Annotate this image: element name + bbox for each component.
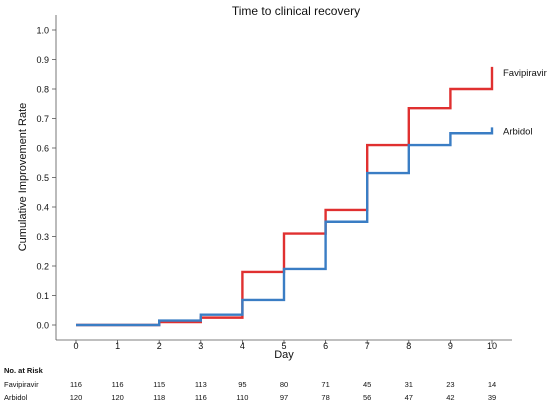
risk-cell: 80: [280, 380, 288, 389]
x-tick-label: 4: [240, 341, 245, 351]
x-tick-label: 6: [323, 341, 328, 351]
risk-cell: 116: [70, 380, 82, 389]
risk-cell: 47: [405, 393, 413, 402]
risk-cell: 97: [280, 393, 288, 402]
y-tick-label: 0.2: [36, 262, 49, 272]
x-tick-label: 3: [198, 341, 203, 351]
series-label-favipiravir: Favipiravir: [503, 68, 547, 79]
series-group: [76, 66, 494, 327]
risk-cell: 95: [238, 380, 246, 389]
risk-cell: 120: [111, 393, 124, 402]
risk-cell: 113: [195, 380, 207, 389]
x-ticks: 0 1 2 3 4 5 6 7 8 9 10: [73, 340, 497, 351]
y-tick-label: 0.4: [36, 203, 49, 213]
y-tick-label: 0.7: [36, 114, 49, 124]
series-labels: Favipiravir Arbidol: [503, 68, 547, 137]
x-tick-label: 10: [487, 341, 497, 351]
y-tick-label: 0.5: [36, 173, 49, 183]
chart-title: Time to clinical recovery: [232, 4, 360, 18]
risk-table-title: No. at Risk: [4, 366, 44, 375]
x-tick-label: 1: [115, 341, 120, 351]
risk-cell: 78: [321, 393, 329, 402]
y-ticks: 0.0 0.1 0.2 0.3 0.4 0.5 0.6 0.7 0.8 0.9 1.0: [36, 26, 56, 331]
series-line-arbidol: [76, 127, 494, 327]
risk-row-label: Arbidol: [4, 393, 28, 402]
x-tick-label: 5: [281, 341, 286, 351]
y-tick-label: 0.9: [36, 55, 49, 65]
risk-cell: 116: [195, 393, 207, 402]
x-tick-label: 8: [406, 341, 411, 351]
risk-table: No. at Risk Favipiravir 116 116 115 113 95 80 7…: [4, 366, 496, 402]
risk-cell: 56: [363, 393, 371, 402]
risk-cell: 23: [446, 380, 454, 389]
risk-cell: 116: [112, 380, 124, 389]
y-tick-label: 1.0: [36, 26, 49, 36]
risk-cell: 71: [321, 380, 329, 389]
y-tick-label: 0.1: [36, 291, 49, 301]
risk-cell: 31: [405, 380, 413, 389]
risk-cell: 14: [488, 380, 496, 389]
risk-cell: 118: [153, 393, 165, 402]
risk-cell: 110: [236, 393, 248, 402]
series-label-arbidol: Arbidol: [503, 126, 533, 137]
y-tick-label: 0.3: [36, 232, 49, 242]
risk-cell: 45: [363, 380, 371, 389]
x-tick-label: 0: [73, 341, 78, 351]
risk-row-label: Favipiravir: [4, 380, 39, 389]
risk-cell: 115: [153, 380, 165, 389]
y-axis-label: Cumulative Improvement Rate: [17, 103, 29, 252]
y-tick-label: 0.6: [36, 144, 49, 154]
x-axis-label: Day: [274, 349, 294, 361]
risk-cell: 39: [488, 393, 496, 402]
y-tick-label: 0.8: [36, 85, 49, 95]
x-tick-label: 7: [365, 341, 370, 351]
y-tick-label: 0.0: [36, 321, 49, 331]
x-tick-label: 2: [157, 341, 162, 351]
risk-cell: 120: [70, 393, 83, 402]
risk-cell: 42: [446, 393, 454, 402]
x-tick-label: 9: [448, 341, 453, 351]
